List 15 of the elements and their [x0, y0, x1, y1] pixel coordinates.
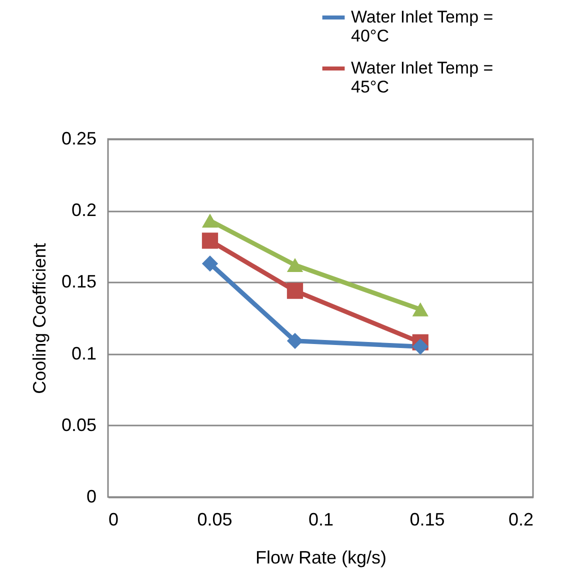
x-tick-label: 0.2	[508, 510, 534, 530]
x-tick-label: 0	[108, 510, 119, 530]
legend-label: Water Inlet Temp = 45°C	[351, 58, 494, 96]
legend-label: Water Inlet Temp = 40°C	[351, 8, 494, 46]
y-tick-label: 0.25	[61, 128, 96, 148]
y-tick-label: 0.1	[71, 343, 96, 364]
y-tick-label: 0.05	[61, 414, 96, 435]
x-axis-title: Flow Rate (kg/s)	[255, 548, 387, 568]
y-tick-label: 0.2	[71, 200, 96, 220]
y-tick-label: 0	[86, 486, 96, 506]
y-axis-title: Cooling Coefficient	[29, 243, 50, 394]
y-tick-label: 0.15	[61, 272, 96, 292]
x-tick-label: 0.05	[197, 510, 232, 530]
x-tick-label: 0.1	[308, 510, 334, 530]
x-tick-label: 0.15	[410, 510, 445, 530]
